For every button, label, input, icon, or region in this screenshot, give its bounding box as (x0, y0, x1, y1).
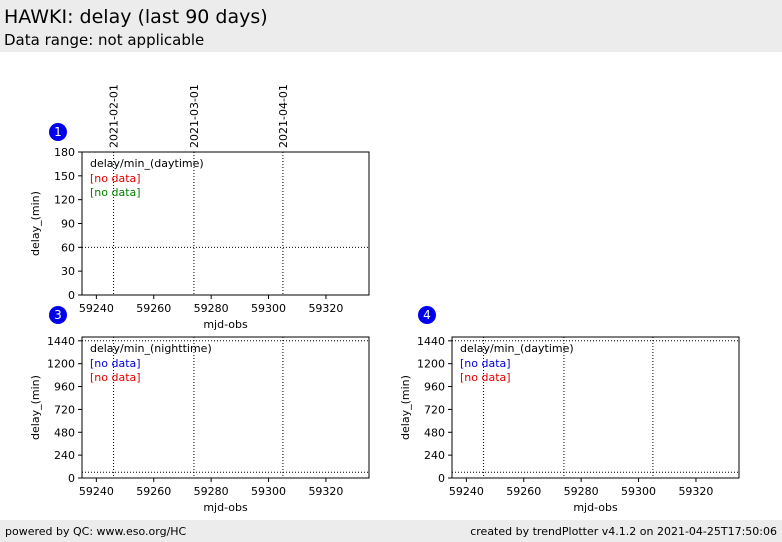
y-tick-label: 0 (438, 472, 445, 485)
legend-entry: [no data] (90, 371, 141, 384)
x-axis-label: mjd-obs (203, 501, 248, 514)
page-subtitle: Data range: not applicable (4, 31, 205, 49)
badge-label: 4 (423, 308, 431, 322)
x-tick-label: 59260 (136, 485, 171, 498)
x-tick-label: 59280 (564, 485, 599, 498)
y-tick-label: 240 (424, 449, 445, 462)
y-tick-label: 30 (61, 265, 75, 278)
date-marker-label: 2021-03-01 (188, 84, 201, 148)
x-tick-label: 59280 (194, 485, 229, 498)
y-tick-label: 960 (424, 381, 445, 394)
y-tick-label: 90 (61, 218, 75, 231)
y-tick-label: 1440 (417, 335, 445, 348)
badge (49, 123, 67, 141)
legend-title: delay/min_(daytime) (90, 157, 204, 170)
y-tick-label: 480 (424, 426, 445, 439)
x-tick-label: 59320 (308, 302, 343, 315)
x-tick-label: 59320 (678, 485, 713, 498)
plot-frame (81, 336, 370, 479)
x-tick-label: 59240 (449, 485, 484, 498)
x-tick-label: 59300 (621, 485, 656, 498)
badge (49, 306, 67, 324)
x-tick-label: 59280 (194, 302, 229, 315)
y-tick-label: 120 (54, 194, 75, 207)
y-tick-label: 1200 (47, 358, 75, 371)
badge (418, 306, 436, 324)
date-marker-label: 2021-04-01 (277, 84, 290, 148)
y-tick-label: 0 (68, 472, 75, 485)
x-tick-label: 59260 (136, 302, 171, 315)
badge-label: 1 (54, 125, 62, 139)
y-tick-label: 480 (54, 426, 75, 439)
legend-entry: [no data] (460, 371, 511, 384)
x-tick-label: 59320 (308, 485, 343, 498)
y-tick-label: 60 (61, 241, 75, 254)
plot-frame (451, 336, 740, 479)
y-tick-label: 240 (54, 449, 75, 462)
page-title: HAWKI: delay (last 90 days) (4, 6, 268, 28)
legend-entry: [no data] (90, 357, 141, 370)
y-tick-label: 1440 (47, 335, 75, 348)
legend-entry: [no data] (90, 186, 141, 199)
x-tick-label: 59240 (79, 485, 114, 498)
y-tick-label: 180 (54, 146, 75, 159)
y-tick-label: 1200 (417, 358, 445, 371)
legend-entry: [no data] (460, 357, 511, 370)
badge-label: 3 (54, 308, 62, 322)
x-axis-label: mjd-obs (573, 501, 618, 514)
x-tick-label: 59240 (79, 302, 114, 315)
legend-entry: [no data] (90, 172, 141, 185)
y-axis-label: delay_(min) (29, 375, 42, 440)
y-tick-label: 150 (54, 170, 75, 183)
y-axis-label: delay_(min) (29, 191, 42, 256)
header: HAWKI: delay (last 90 days) Data range: … (0, 0, 782, 52)
y-axis-label: delay_(min) (399, 375, 412, 440)
date-marker-label: 2021-02-01 (108, 84, 121, 148)
y-tick-label: 720 (54, 403, 75, 416)
footer-right: created by trendPlotter v4.1.2 on 2021-0… (470, 525, 777, 538)
x-tick-label: 59300 (251, 302, 286, 315)
legend-title: delay/min_(nighttime) (90, 342, 212, 355)
x-tick-label: 59260 (506, 485, 541, 498)
y-tick-label: 720 (424, 403, 445, 416)
y-tick-label: 0 (68, 289, 75, 302)
legend-title: delay/min_(daytime) (460, 342, 574, 355)
footer: powered by QC: www.eso.org/HC created by… (0, 520, 782, 542)
y-tick-label: 960 (54, 381, 75, 394)
footer-left: powered by QC: www.eso.org/HC (5, 525, 187, 538)
x-axis-label: mjd-obs (203, 318, 248, 331)
x-tick-label: 59300 (251, 485, 286, 498)
